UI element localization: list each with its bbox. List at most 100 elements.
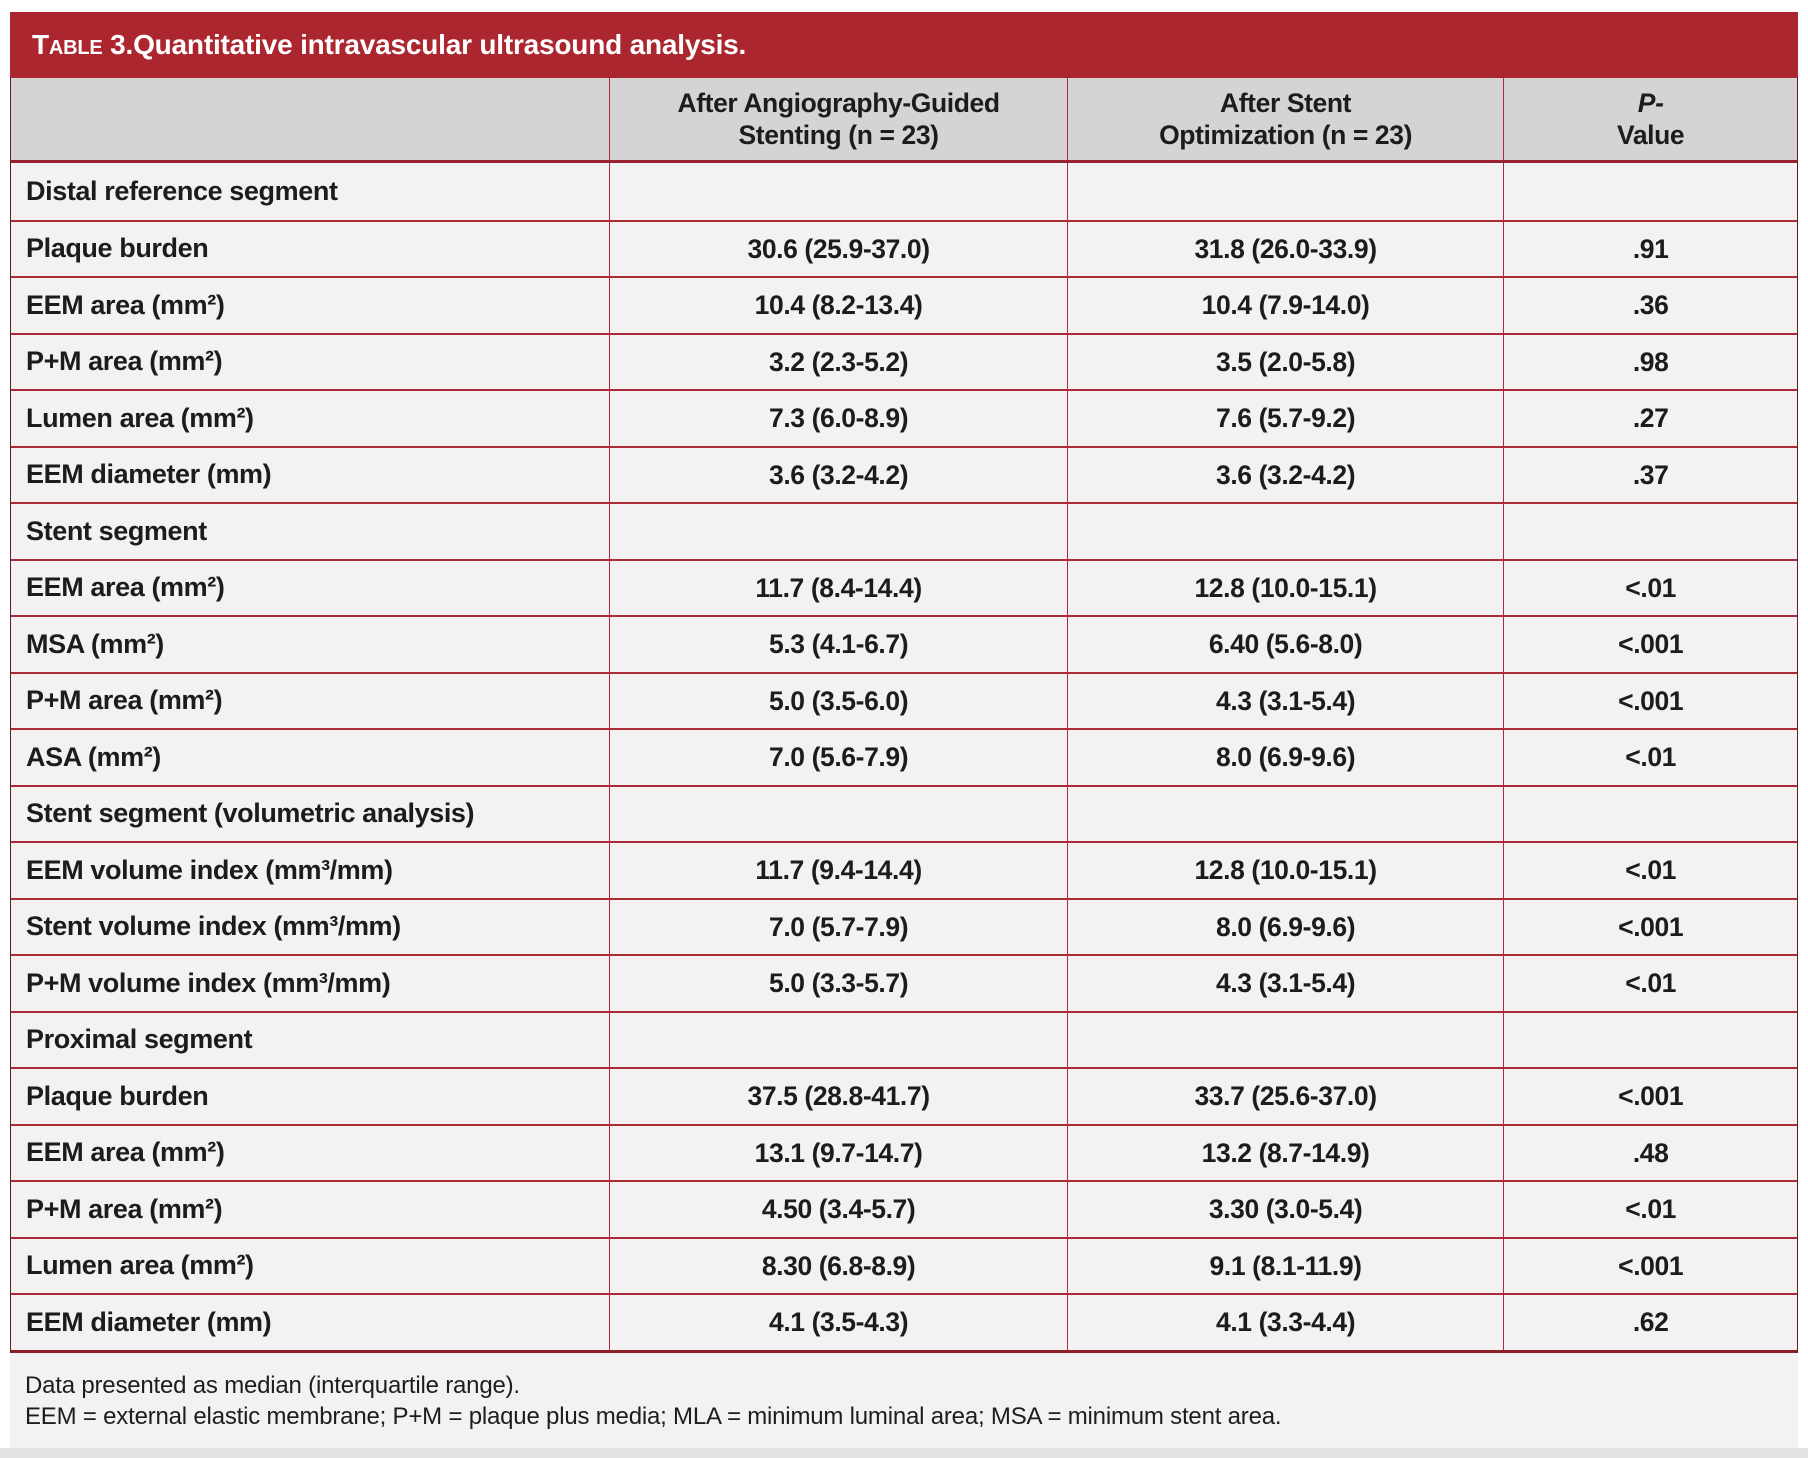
section-label: Distal reference segment (11, 163, 611, 220)
table-row: EEM diameter (mm) 4.1 (3.5-4.3) 4.1 (3.3… (11, 1293, 1797, 1350)
value-cell: 6.40 (5.6-8.0) (1068, 617, 1505, 672)
section-row: Proximal segment (11, 1010, 1797, 1068)
row-label: Lumen area (mm²) (11, 1238, 611, 1293)
value-cell: 33.7 (25.6-37.0) (1068, 1069, 1505, 1124)
value-cell: 3.2 (2.3-5.2) (610, 334, 1068, 389)
table-row: EEM area (mm²) 10.4 (8.2-13.4) 10.4 (7.9… (11, 276, 1797, 333)
header-row: After Angiography-Guided Stenting (n = 2… (11, 78, 1797, 163)
value-cell: 4.3 (3.1-5.4) (1068, 673, 1505, 728)
p-value-cell: <.001 (1618, 685, 1684, 716)
value-cell (1068, 163, 1505, 220)
p-value-cell: .36 (1632, 290, 1669, 321)
row-label: EEM area (mm²) (11, 278, 611, 333)
p-value-cell: <.001 (1618, 629, 1684, 660)
header-angiography-text: After Angiography-Guided Stenting (n = 2… (677, 87, 1001, 152)
header-optimization-line2: Optimization (n = 23) (1159, 120, 1413, 150)
header-angiography-line2: Stenting (n = 23) (738, 120, 939, 150)
row-label: Plaque burden (11, 221, 611, 276)
table-row: EEM area (mm²) 13.1 (9.7-14.7) 13.2 (8.7… (11, 1123, 1797, 1180)
value-cell: 13.2 (8.7-14.9) (1068, 1125, 1505, 1180)
value-cell (1068, 1012, 1505, 1067)
row-label: P+M area (mm²) (11, 334, 611, 389)
table-row: Stent volume index (mm³/mm) 7.0 (5.7-7.9… (11, 897, 1797, 954)
p-value-cell: <.01 (1625, 968, 1677, 999)
value-cell: 5.0 (3.3-5.7) (610, 956, 1068, 1011)
p-value-cell: .62 (1632, 1307, 1669, 1338)
p-value-cell: <.001 (1618, 911, 1684, 942)
value-cell: 5.0 (3.5-6.0) (610, 673, 1068, 728)
table-row: EEM area (mm²) 11.7 (8.4-14.4) 12.8 (10.… (11, 558, 1797, 615)
p-value-cell (1504, 1013, 1797, 1068)
p-value-cell (1504, 504, 1797, 559)
row-label: EEM diameter (mm) (11, 1295, 611, 1350)
header-cell-empty (11, 78, 611, 160)
value-cell: 8.0 (6.9-9.6) (1068, 899, 1505, 954)
header-cell-pvalue: P- Value (1504, 78, 1797, 160)
p-value-cell: .48 (1632, 1137, 1669, 1168)
value-cell (1068, 504, 1505, 559)
value-cell: 7.0 (5.7-7.9) (610, 899, 1068, 954)
table-footnotes: Data presented as median (interquartile … (10, 1352, 1798, 1453)
row-label: P+M area (mm²) (11, 673, 611, 728)
value-cell: 3.6 (3.2-4.2) (610, 447, 1068, 502)
value-cell: 5.3 (4.1-6.7) (610, 617, 1068, 672)
value-cell: 7.3 (6.0-8.9) (610, 391, 1068, 446)
row-label: Plaque burden (11, 1069, 611, 1124)
value-cell: 4.3 (3.1-5.4) (1068, 956, 1505, 1011)
p-value-cell: <.01 (1625, 1194, 1677, 1225)
value-cell (610, 1012, 1068, 1067)
header-cell-angiography: After Angiography-Guided Stenting (n = 2… (610, 78, 1068, 160)
value-cell: 12.8 (10.0-15.1) (1068, 843, 1505, 898)
value-cell: 12.8 (10.0-15.1) (1068, 560, 1505, 615)
p-value-cell (1504, 787, 1797, 842)
value-cell: 9.1 (8.1-11.9) (1068, 1238, 1505, 1293)
section-row: Stent segment (volumetric analysis) (11, 784, 1797, 842)
p-value-cell: <.01 (1625, 742, 1677, 773)
p-value-cell: <.01 (1625, 572, 1677, 603)
row-label: EEM area (mm²) (11, 560, 611, 615)
header-pvalue-line1: P- (1637, 87, 1664, 118)
value-cell: 7.6 (5.7-9.2) (1068, 391, 1505, 446)
value-cell: 10.4 (8.2-13.4) (610, 278, 1068, 333)
value-cell: 8.0 (6.9-9.6) (1068, 730, 1505, 785)
value-cell: 7.0 (5.6-7.9) (610, 730, 1068, 785)
row-label: EEM diameter (mm) (11, 447, 611, 502)
table-row: P+M area (mm²) 3.2 (2.3-5.2) 3.5 (2.0-5.… (11, 332, 1797, 389)
table-row: EEM volume index (mm³/mm) 11.7 (9.4-14.4… (11, 841, 1797, 898)
section-row: Stent segment (11, 502, 1797, 559)
value-cell (610, 504, 1068, 559)
row-label: Lumen area (mm²) (11, 391, 611, 446)
p-value-cell: <.001 (1618, 1250, 1684, 1281)
row-label: Stent volume index (mm³/mm) (11, 899, 611, 954)
table-row: Plaque burden 30.6 (25.9-37.0) 31.8 (26.… (11, 219, 1797, 276)
header-optimization-line1: After Stent (1220, 87, 1352, 118)
value-cell: 10.4 (7.9-14.0) (1068, 278, 1505, 333)
value-cell: 11.7 (9.4-14.4) (610, 843, 1068, 898)
section-row: Distal reference segment (11, 163, 1797, 220)
section-label: Stent segment (11, 504, 611, 559)
table-title-bar: Table 3. Quantitative intravascular ultr… (10, 12, 1798, 78)
p-value-cell (1504, 163, 1797, 220)
table-row: P+M volume index (mm³/mm) 5.0 (3.3-5.7) … (11, 954, 1797, 1011)
table-row: ASA (mm²) 7.0 (5.6-7.9) 8.0 (6.9-9.6) <.… (11, 728, 1797, 785)
table-number-label: Table 3. (32, 29, 134, 60)
value-cell: 37.5 (28.8-41.7) (610, 1069, 1068, 1124)
value-cell (610, 163, 1068, 220)
table-row: EEM diameter (mm) 3.6 (3.2-4.2) 3.6 (3.2… (11, 445, 1797, 502)
row-label: P+M area (mm²) (11, 1182, 611, 1237)
row-label: ASA (mm²) (11, 730, 611, 785)
table-row: P+M area (mm²) 5.0 (3.5-6.0) 4.3 (3.1-5.… (11, 671, 1797, 728)
value-cell: 31.8 (26.0-33.9) (1068, 221, 1505, 276)
footnote-abbreviations: EEM = external elastic membrane; P+M = p… (25, 1403, 1282, 1431)
table-card: Table 3. Quantitative intravascular ultr… (10, 12, 1798, 1453)
value-cell: 4.1 (3.5-4.3) (610, 1295, 1068, 1350)
header-angiography-line1: After Angiography-Guided (677, 87, 1001, 118)
row-label: EEM area (mm²) (11, 1125, 611, 1180)
table-row: Plaque burden 37.5 (28.8-41.7) 33.7 (25.… (11, 1067, 1797, 1124)
page-edge-divider (0, 1448, 1808, 1458)
section-label: Proximal segment (11, 1012, 611, 1067)
table-row: P+M area (mm²) 4.50 (3.4-5.7) 3.30 (3.0-… (11, 1180, 1797, 1237)
row-label: EEM volume index (mm³/mm) (11, 843, 611, 898)
p-value-cell: .27 (1632, 403, 1669, 434)
value-cell: 3.5 (2.0-5.8) (1068, 334, 1505, 389)
